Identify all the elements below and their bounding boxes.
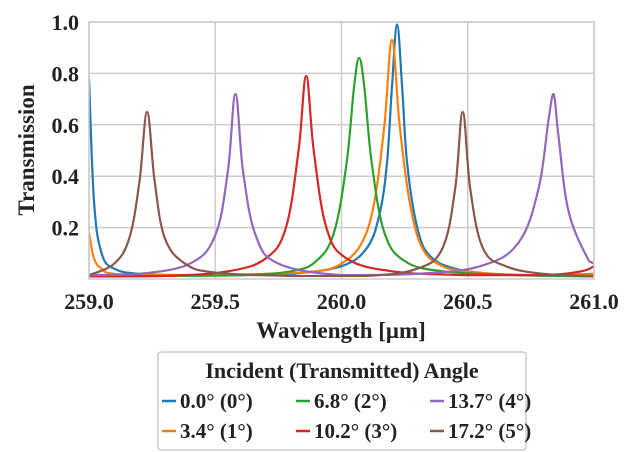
legend-entry-label: 3.4° (1°) <box>180 419 253 443</box>
y-axis-label: Transmission <box>14 84 39 215</box>
x-tick-labels: 259.0 259.5 260.0 260.5 261.0 <box>64 289 619 314</box>
x-tick-label: 259.5 <box>191 289 241 314</box>
series-line-3 <box>89 74 594 278</box>
y-tick-label: 0.6 <box>52 113 80 138</box>
legend: Incident (Transmitted) Angle 0.0° (0°) 3.… <box>157 351 531 451</box>
legend-title: Incident (Transmitted) Angle <box>205 358 479 383</box>
legend-entry-label: 10.2° (3°) <box>314 419 397 443</box>
x-tick-label: 260.5 <box>443 289 493 314</box>
legend-entry-label: 6.8° (2°) <box>314 389 387 413</box>
plot-frame <box>88 21 595 280</box>
series-line-0 <box>89 23 594 277</box>
legend-entry-label: 17.2° (5°) <box>448 419 531 443</box>
x-tick-label: 260.0 <box>317 289 367 314</box>
legend-box <box>157 351 527 451</box>
y-tick-label: 1.0 <box>52 10 80 35</box>
series-line-2 <box>89 56 594 278</box>
x-tick-label: 261.0 <box>569 289 619 314</box>
y-tick-label: 0.4 <box>52 164 80 189</box>
legend-entries: 0.0° (0°) 3.4° (1°) 6.8° (2°) 10.2° (3°) 13.… <box>162 389 531 443</box>
series-layer <box>89 23 594 278</box>
y-tick-labels: 0.2 0.4 0.6 0.8 1.0 <box>52 10 80 241</box>
x-tick-label: 259.0 <box>64 289 114 314</box>
legend-entry-label: 13.7° (4°) <box>448 389 531 413</box>
y-tick-label: 0.2 <box>52 216 80 241</box>
legend-entry-label: 0.0° (0°) <box>180 389 253 413</box>
x-axis-label: Wavelength [μm] <box>256 318 426 343</box>
series-line-5 <box>89 110 594 278</box>
y-tick-label: 0.8 <box>52 61 80 86</box>
